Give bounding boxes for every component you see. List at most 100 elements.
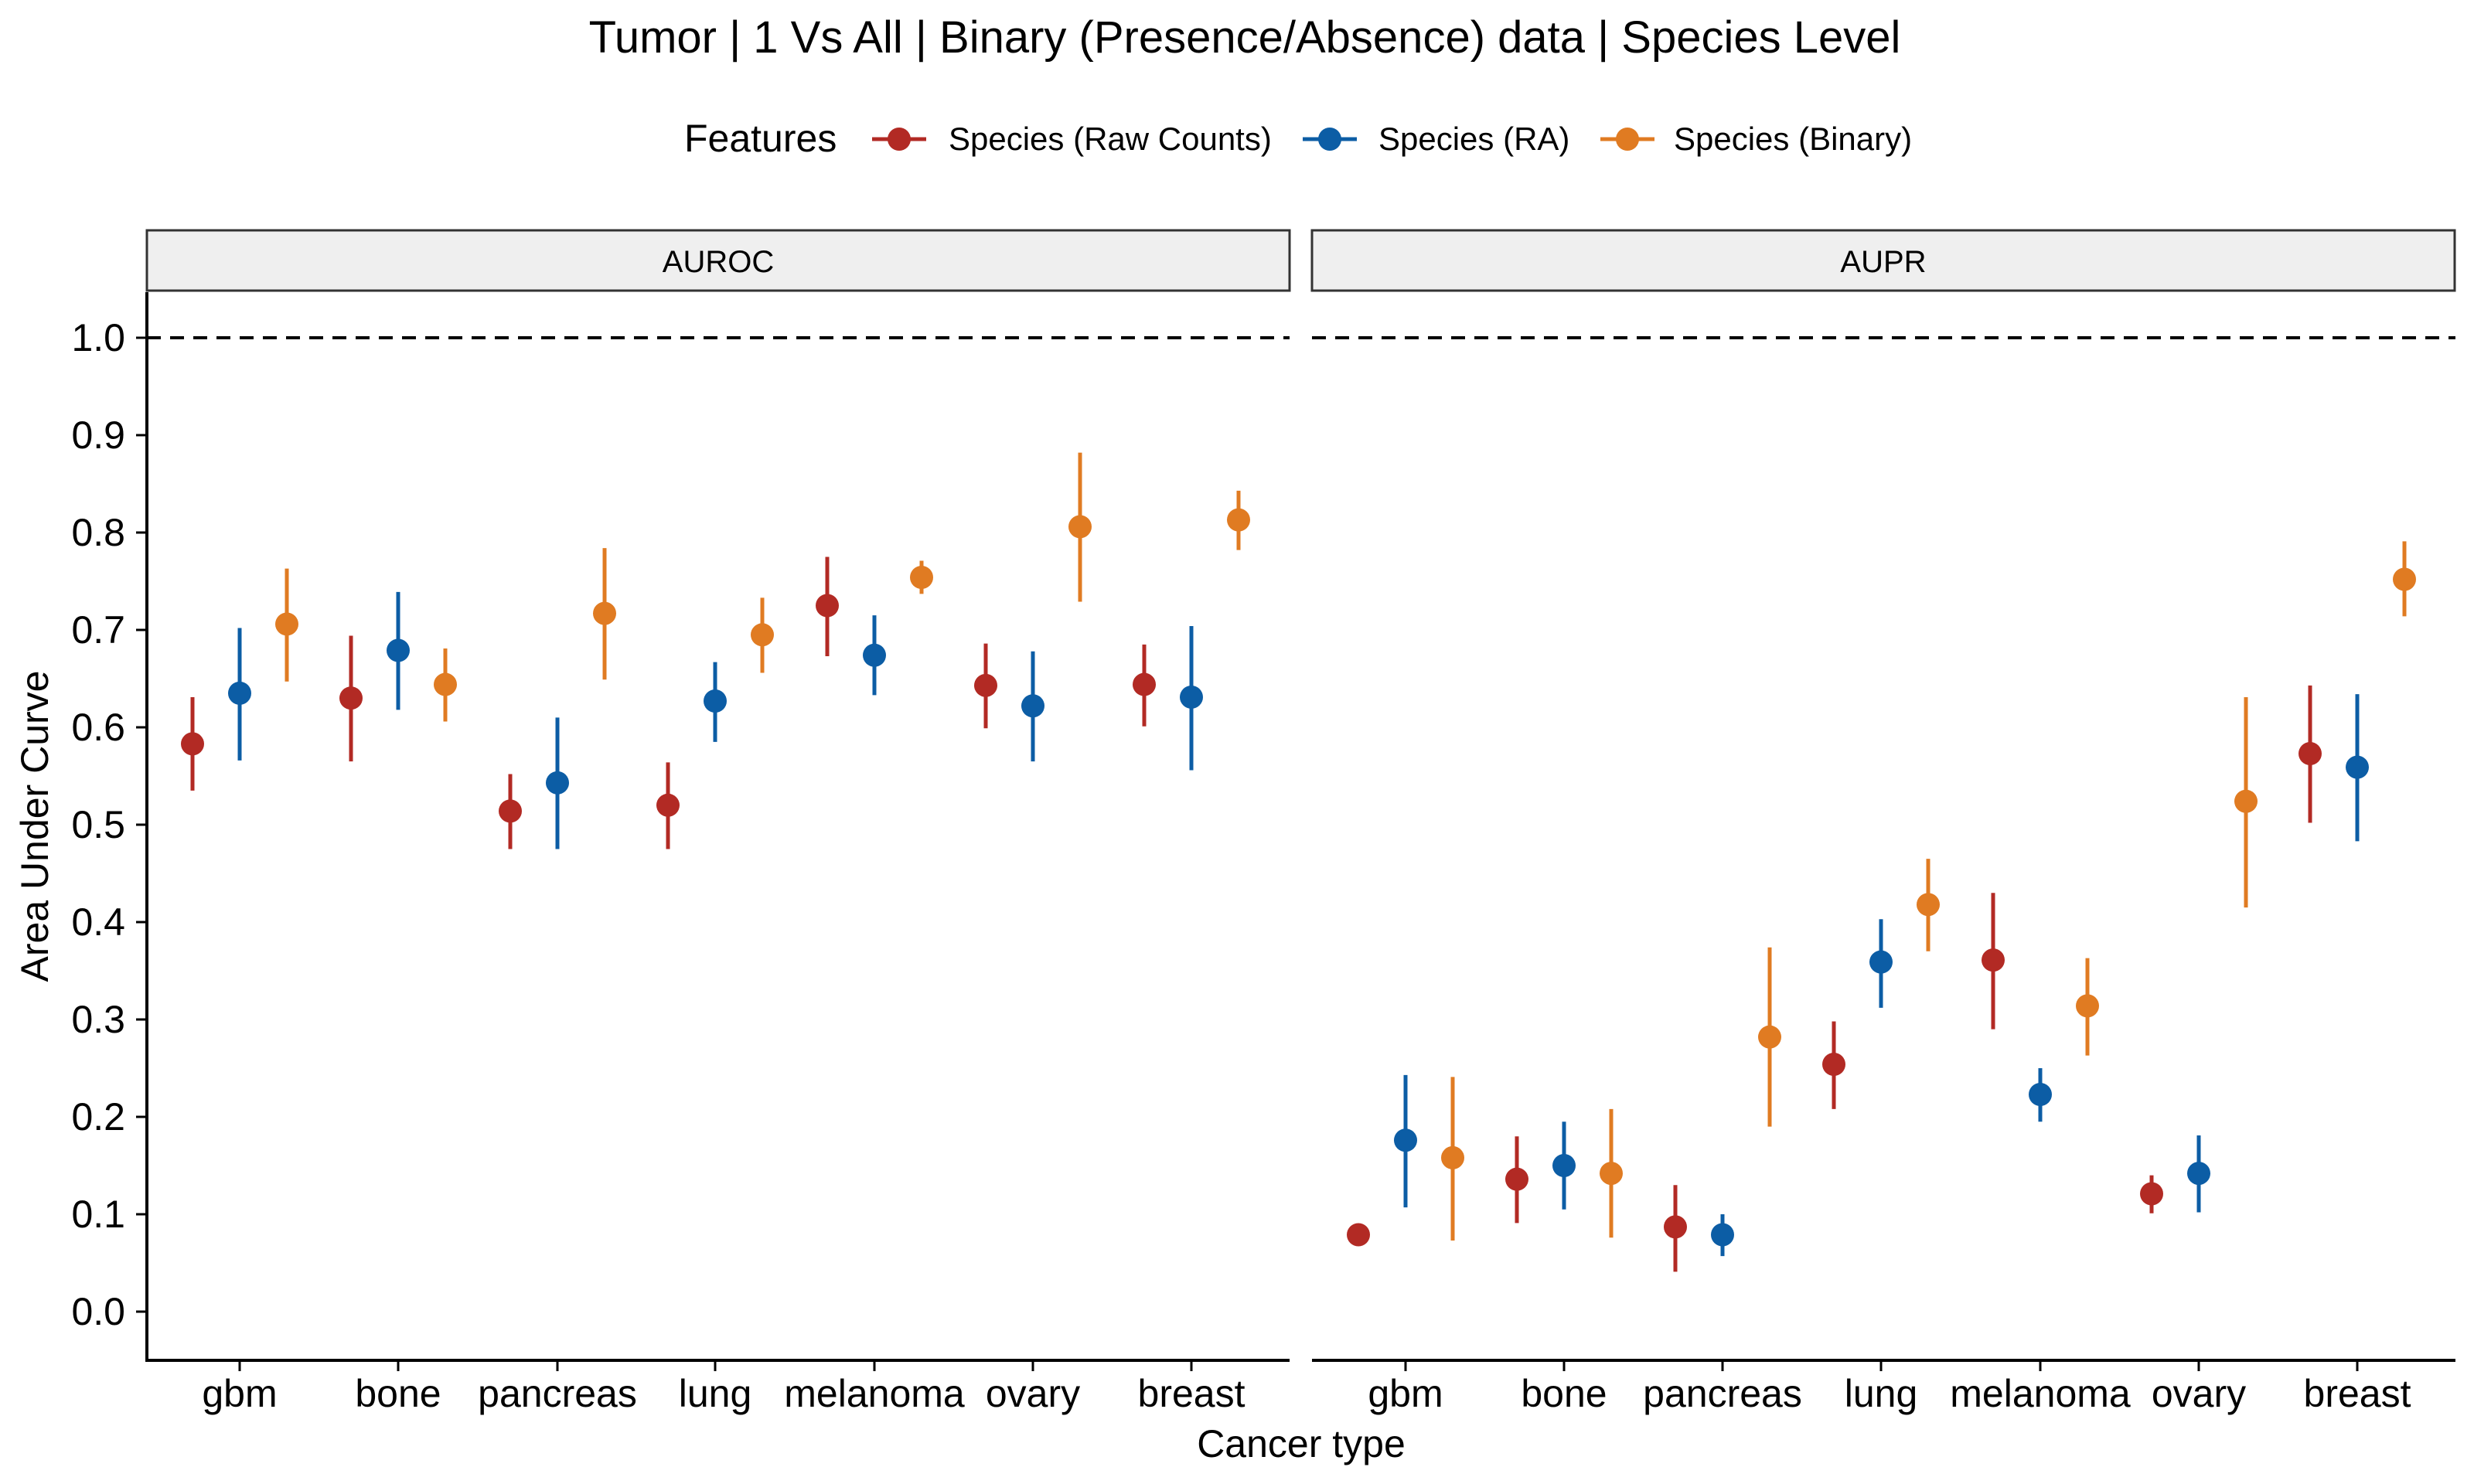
x-tick: gbm <box>1368 1360 1443 1415</box>
x-tick-label: gbm <box>1368 1372 1443 1415</box>
x-axis-ticks-auroc: gbm bone pancreas lung melanoma ovary br… <box>202 1360 1246 1415</box>
point-marker <box>1227 508 1250 532</box>
point-marker <box>434 672 457 696</box>
data-point-auroc-ovary-species-ra <box>1021 651 1044 762</box>
x-tick-label: breast <box>1138 1372 1246 1415</box>
y-tick: 0.6 <box>71 706 147 749</box>
data-point-auroc-melanoma-species-binary <box>910 560 933 594</box>
data-point-aupr-ovary-species-ra <box>2187 1135 2210 1213</box>
x-axis-ticks-aupr: gbm bone pancreas lung melanoma ovary br… <box>1368 1360 2411 1415</box>
data-point-auroc-breast-species-binary <box>1227 490 1250 550</box>
facet-label-auroc: AUROC <box>663 245 774 279</box>
y-tick: 0.7 <box>71 608 147 652</box>
data-point-auroc-pancreas-species-binary <box>593 548 616 680</box>
x-tick: bone <box>355 1360 441 1415</box>
data-point-aupr-ovary-species-binary <box>2234 696 2258 908</box>
data-point-auroc-bone-species-ra <box>387 591 410 710</box>
y-tick-label: 0.2 <box>71 1095 125 1139</box>
x-tick: bone <box>1521 1360 1607 1415</box>
y-tick: 0.9 <box>71 414 147 457</box>
point-marker <box>1711 1223 1734 1247</box>
data-point-aupr-lung-species-raw-counts <box>1822 1021 1845 1109</box>
y-tick-label: 0.1 <box>71 1193 125 1236</box>
data-point-aupr-bone-species-ra <box>1552 1122 1576 1210</box>
data-point-auroc-breast-species-raw-counts <box>1133 644 1156 727</box>
point-marker <box>181 732 204 756</box>
y-tick: 0.8 <box>71 511 147 554</box>
y-tick: 0.3 <box>71 998 147 1041</box>
y-tick: 0.1 <box>71 1193 147 1236</box>
data-point-aupr-bone-species-binary <box>1600 1108 1623 1238</box>
point-marker <box>1441 1145 1464 1169</box>
point-marker <box>339 686 363 710</box>
point-marker <box>1180 685 1203 709</box>
data-point-auroc-gbm-species-raw-counts <box>181 696 204 791</box>
point-marker <box>1869 950 1893 974</box>
x-tick-label: gbm <box>202 1372 277 1415</box>
x-tick-label: pancreas <box>478 1372 637 1415</box>
y-tick-label: 1.0 <box>71 316 125 359</box>
point-marker <box>1347 1223 1370 1247</box>
point-marker <box>1021 694 1044 718</box>
point-marker <box>656 793 680 817</box>
point-marker <box>2234 789 2258 813</box>
point-marker <box>2140 1182 2163 1206</box>
data-point-auroc-lung-species-ra <box>704 662 727 742</box>
point-marker <box>387 638 410 662</box>
x-tick: breast <box>2304 1360 2411 1415</box>
data-point-auroc-ovary-species-raw-counts <box>974 643 997 729</box>
point-marker <box>2346 755 2369 779</box>
x-tick-label: bone <box>1521 1372 1607 1415</box>
x-tick: lung <box>679 1360 751 1415</box>
data-point-auroc-bone-species-raw-counts <box>339 635 363 762</box>
x-tick-label: lung <box>1845 1372 1918 1415</box>
x-tick: ovary <box>2152 1360 2246 1415</box>
data-point-auroc-ovary-species-binary <box>1068 452 1092 602</box>
point-marker <box>1758 1025 1781 1049</box>
point-marker <box>1068 515 1092 539</box>
point-marker <box>974 673 997 697</box>
data-point-aupr-gbm-species-raw-counts <box>1347 1223 1370 1247</box>
data-point-aupr-lung-species-ra <box>1869 919 1893 1008</box>
point-marker <box>1917 893 1940 917</box>
y-tick-label: 0.9 <box>71 414 125 457</box>
point-marker <box>2029 1083 2052 1107</box>
data-point-auroc-bone-species-binary <box>434 648 457 722</box>
y-axis-ticks: 0.0 0.1 0.2 0.3 0.4 0.5 0.6 0.7 0.8 0.9 … <box>71 316 147 1333</box>
point-marker <box>751 623 774 647</box>
legend-item-ra: Species (RA) <box>1303 121 1569 157</box>
data-point-auroc-pancreas-species-ra <box>546 717 569 849</box>
y-tick: 0.4 <box>71 900 147 944</box>
point-marker <box>2076 994 2099 1018</box>
point-marker <box>593 601 616 625</box>
x-tick: breast <box>1138 1360 1246 1415</box>
data-point-auroc-lung-species-raw-counts <box>656 762 680 849</box>
facet-strip-auroc: AUROC <box>145 229 1291 292</box>
legend-item-raw-counts: Species (Raw Counts) <box>872 121 1272 157</box>
data-point-auroc-pancreas-species-raw-counts <box>499 774 522 849</box>
data-point-auroc-lung-species-binary <box>751 597 774 673</box>
point-marker <box>2299 742 2322 766</box>
point-marker <box>1600 1162 1623 1186</box>
data-point-auroc-melanoma-species-ra <box>863 615 886 696</box>
point-marker <box>1133 672 1156 696</box>
x-tick: melanoma <box>1950 1360 2131 1415</box>
point-marker <box>1394 1128 1417 1152</box>
legend: Features Species (Raw Counts) Species (R… <box>684 117 1912 160</box>
data-marks <box>147 336 2455 1272</box>
point-marker <box>1664 1215 1687 1239</box>
facet-strip-aupr: AUPR <box>1310 229 2456 292</box>
data-point-aupr-breast-species-binary <box>2393 541 2416 617</box>
x-tick: pancreas <box>1643 1360 1802 1415</box>
point-marker <box>863 643 886 667</box>
point-marker <box>2393 567 2416 591</box>
data-point-aupr-pancreas-species-ra <box>1711 1214 1734 1257</box>
point-marker <box>910 565 933 589</box>
data-point-aupr-melanoma-species-ra <box>2029 1068 2052 1122</box>
data-point-aupr-melanoma-species-raw-counts <box>1982 893 2005 1030</box>
point-marker <box>275 612 298 636</box>
x-tick-label: melanoma <box>784 1372 965 1415</box>
x-tick-label: bone <box>355 1372 441 1415</box>
y-tick-label: 0.0 <box>71 1290 125 1333</box>
y-tick-label: 0.3 <box>71 998 125 1041</box>
